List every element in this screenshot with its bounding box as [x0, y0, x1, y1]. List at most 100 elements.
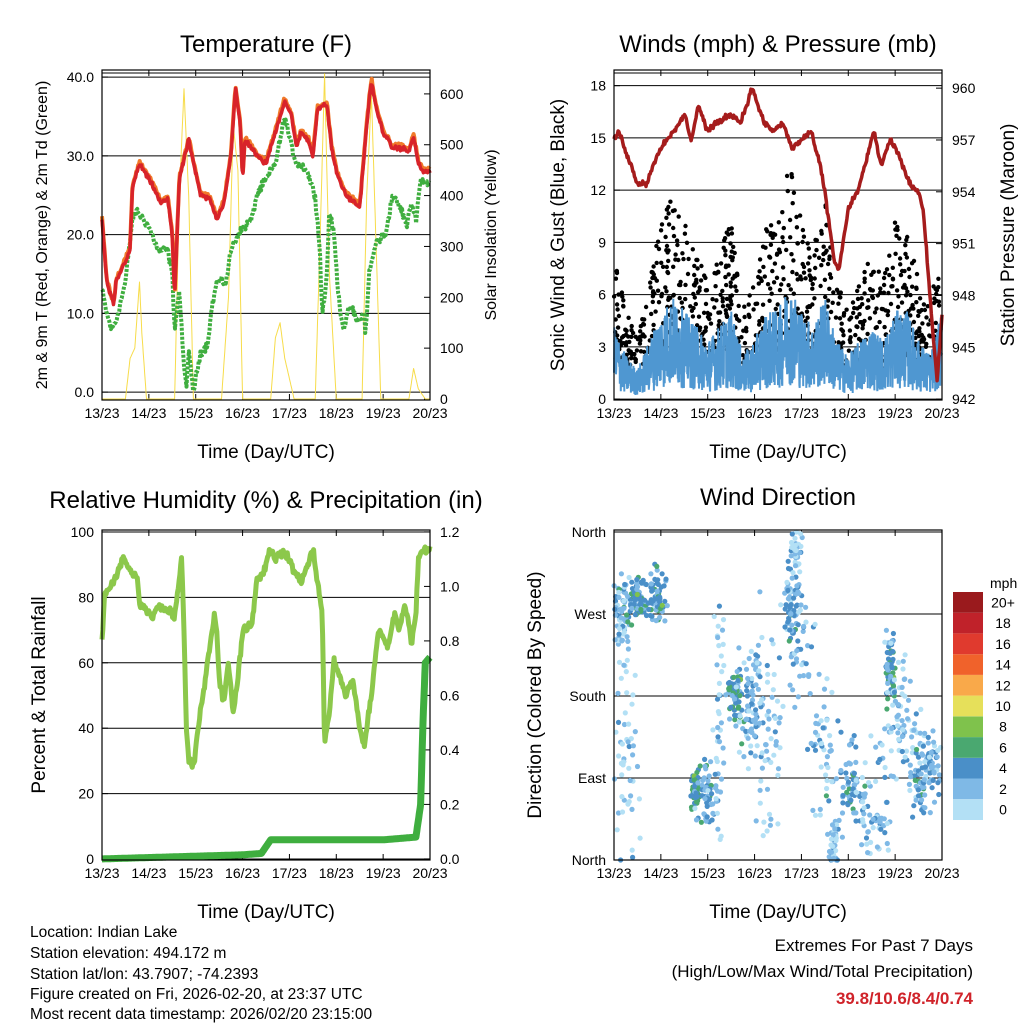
- gust-point: [613, 276, 619, 281]
- direction-point: [795, 638, 801, 644]
- direction-point: [714, 810, 721, 816]
- gust-point: [787, 217, 793, 223]
- direction-point: [860, 791, 866, 797]
- direction-point: [884, 799, 890, 805]
- gust-point: [723, 274, 728, 280]
- gust-point: [760, 302, 766, 307]
- gust-point: [674, 238, 680, 243]
- direction-point: [810, 807, 816, 814]
- direction-point: [709, 817, 715, 823]
- gust-point: [704, 288, 710, 293]
- rh-ylabel: Percent & Total Rainfall: [29, 596, 50, 793]
- y-tick-label: 0: [598, 391, 606, 407]
- direction-point: [773, 742, 779, 748]
- y-tick-label: 0.0: [75, 384, 95, 400]
- direction-point: [776, 655, 783, 661]
- gust-point: [659, 294, 664, 299]
- gust-point: [823, 294, 828, 300]
- direction-point: [925, 734, 931, 741]
- direction-point: [792, 563, 799, 569]
- direction-point: [801, 623, 807, 630]
- gust-point: [730, 255, 735, 260]
- gust-point: [781, 225, 786, 231]
- direction-point: [891, 677, 898, 683]
- direction-point: [662, 618, 668, 624]
- direction-point: [808, 644, 815, 650]
- gust-point: [638, 329, 643, 334]
- direction-point: [663, 576, 669, 582]
- gust-point: [934, 298, 939, 304]
- gust-point: [893, 251, 898, 256]
- direction-point: [833, 848, 839, 854]
- direction-point: [789, 575, 795, 581]
- gust-point: [658, 228, 664, 233]
- gust-point: [882, 324, 887, 330]
- gust-point: [630, 330, 636, 336]
- y-tick-label: North: [572, 852, 606, 868]
- x-tick-label: 13/23: [84, 405, 119, 421]
- direction-point: [634, 591, 640, 598]
- x-tick-label: 17/23: [784, 865, 819, 881]
- direction-point: [884, 689, 891, 696]
- direction-point: [812, 747, 819, 753]
- gust-point: [677, 295, 682, 301]
- y2-tick-label: 0.8: [440, 633, 460, 649]
- direction-point: [888, 640, 894, 646]
- direction-point: [705, 778, 711, 784]
- direction-point: [850, 806, 856, 812]
- direction-point: [888, 748, 894, 754]
- gust-point: [894, 233, 899, 238]
- gust-point: [717, 310, 723, 315]
- gust-point: [728, 294, 733, 299]
- gust-point: [650, 294, 656, 299]
- gust-point: [828, 275, 834, 280]
- wind-xlabel: Time (Day/UTC): [709, 442, 847, 463]
- gust-point: [742, 304, 747, 309]
- gust-point: [839, 321, 844, 326]
- direction-point: [616, 753, 622, 759]
- gust-point: [746, 302, 751, 307]
- gust-point: [671, 225, 676, 231]
- y-tick-label: 10.0: [67, 305, 94, 321]
- direction-point: [900, 727, 906, 733]
- gust-point: [919, 307, 924, 313]
- direction-point: [757, 589, 763, 595]
- x-tick-label: 13/23: [596, 865, 631, 881]
- direction-point: [843, 770, 849, 776]
- colorbar-unit: mph: [990, 575, 1017, 591]
- direction-point: [912, 721, 918, 727]
- direction-point: [619, 794, 625, 800]
- direction-point: [772, 729, 778, 735]
- direction-point: [634, 763, 641, 770]
- direction-point: [908, 774, 914, 780]
- gust-point: [729, 249, 734, 254]
- direction-point: [629, 701, 635, 707]
- gust-point: [904, 255, 910, 260]
- gust-point: [668, 199, 673, 204]
- gust-point: [683, 223, 688, 229]
- gust-point: [860, 322, 866, 328]
- gust-point: [720, 304, 726, 309]
- gust-point: [615, 333, 620, 338]
- gust-point: [747, 314, 752, 320]
- gust-point: [666, 204, 671, 210]
- direction-point: [766, 708, 772, 715]
- gust-point: [847, 328, 853, 333]
- direction-point: [621, 598, 627, 604]
- direction-point: [798, 646, 804, 652]
- direction-point: [715, 623, 721, 629]
- direction-point: [648, 581, 654, 587]
- gust-point: [903, 293, 909, 298]
- gust-point: [648, 285, 653, 290]
- direction-point: [914, 746, 920, 753]
- gust-point: [615, 307, 620, 312]
- direction-point: [768, 759, 774, 766]
- direction-point: [621, 662, 627, 668]
- gust-point: [666, 222, 672, 227]
- colorbar: 0 2 4 6 8 10 12 14 16 18 20+: [953, 592, 1015, 820]
- x-tick-label: 15/23: [690, 865, 725, 881]
- gust-point: [757, 257, 763, 262]
- x-tick-label: 16/23: [225, 865, 260, 881]
- direction-point: [736, 749, 743, 755]
- gust-point: [688, 304, 693, 309]
